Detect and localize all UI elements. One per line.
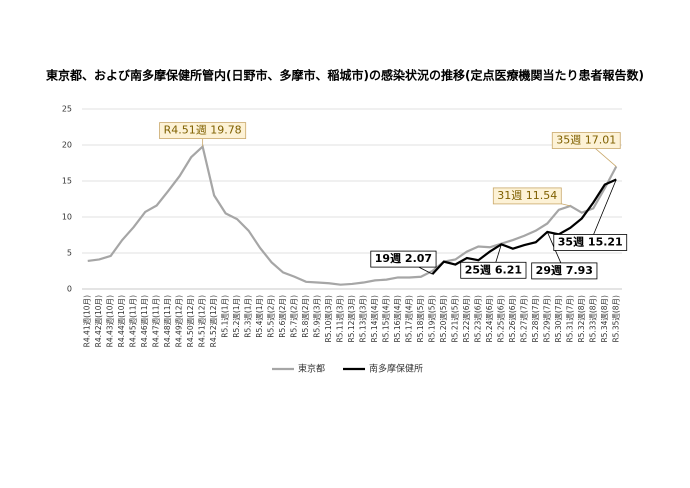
x-tick-label: R5.2週(1月) — [232, 295, 241, 338]
x-tick-label: R5.34週(8月) — [600, 295, 609, 343]
y-tick-label: 10 — [62, 213, 72, 222]
x-tick-label: R5.30週(7月) — [554, 295, 563, 343]
x-tick-label: R4.47週(11月) — [152, 295, 161, 347]
callout-box — [159, 122, 247, 139]
x-tick-label: R5.26週(6月) — [508, 295, 517, 343]
x-tick-label: R5.14週(4月) — [370, 295, 379, 343]
x-tick-label: R5.6週(2月) — [278, 295, 287, 338]
x-tick-label: R5.31週(7月) — [565, 295, 574, 343]
x-tick-label: R5.35週(8月) — [611, 295, 620, 343]
x-tick-label: R5.15週(4月) — [381, 295, 390, 343]
x-tick-label: R5.20週(5月) — [439, 295, 448, 343]
x-tick-label: R5.25週(6月) — [496, 295, 505, 343]
x-tick-label: R5.29週(7月) — [542, 295, 551, 343]
callout-leader — [589, 179, 617, 243]
x-tick-label: R5.22週(6月) — [462, 295, 471, 343]
x-tick-label: R5.24週(6月) — [485, 295, 494, 343]
y-tick-label: 0 — [67, 285, 72, 294]
x-tick-label: R5.18週(5月) — [416, 295, 425, 343]
x-tick-label: R5.32週(8月) — [577, 295, 586, 343]
x-tick-label: R4.43週(10月) — [106, 295, 115, 347]
x-tick-label: R5.12週(3月) — [347, 295, 356, 343]
y-tick-label: 20 — [62, 141, 72, 150]
x-tick-label: R5.27週(7月) — [519, 295, 528, 343]
callout-box — [370, 250, 437, 268]
x-tick-label: R5.23週(6月) — [473, 295, 482, 343]
x-tick-label: R5.17週(4月) — [404, 295, 413, 343]
x-tick-label: R5.10週(3月) — [324, 295, 333, 343]
series-line — [87, 144, 618, 286]
data-label: 19週 2.07 — [375, 251, 432, 265]
x-tick-label: R5.3週(1月) — [244, 295, 253, 338]
x-tick-label: R5.1週(1月) — [221, 295, 230, 338]
x-tick-label: R4.50週(12月) — [186, 295, 195, 347]
x-tick-label: R4.49週(12月) — [175, 295, 184, 347]
x-tick-label: R5.16週(4月) — [393, 295, 402, 343]
callout-box — [551, 132, 621, 149]
callout-box — [492, 187, 562, 205]
x-tick-label: R5.19週(5月) — [427, 295, 436, 343]
x-tick-label: R4.51週(12月) — [198, 295, 207, 347]
x-tick-label: R5.33週(8月) — [588, 295, 597, 343]
y-tick-label: 5 — [67, 249, 72, 258]
x-tick-label: R4.46週(11月) — [140, 295, 149, 347]
x-tick-label: R5.11週(3月) — [336, 295, 345, 343]
callout-box — [531, 262, 598, 280]
x-tick-label: R5.28週(7月) — [531, 295, 540, 343]
y-tick-label: 15 — [62, 177, 72, 186]
x-tick-label: R5.8週(2月) — [301, 295, 310, 338]
x-tick-label: R5.9週(3月) — [313, 295, 322, 338]
data-label: 35週 17.01 — [556, 134, 616, 147]
x-tick-label: R5.5週(2月) — [267, 295, 276, 338]
data-label: 29週 7.93 — [536, 263, 593, 277]
callout-box — [460, 261, 527, 279]
data-label: 25週 6.21 — [465, 262, 522, 276]
legend-label: 南多摩保健所 — [369, 363, 423, 375]
x-tick-label: R5.13週(3月) — [358, 295, 367, 343]
x-tick-label: R5.7週(2月) — [290, 295, 299, 338]
x-tick-label: R5.4週(1月) — [255, 295, 264, 338]
x-tick-label: R4.52週(12月) — [209, 295, 218, 347]
x-tick-label: R4.48週(11月) — [163, 295, 172, 347]
legend-label: 東京都 — [298, 363, 325, 375]
data-label: R4.51週 19.78 — [164, 124, 242, 137]
x-tick-label: R4.42週(10月) — [94, 295, 103, 347]
x-tick-label: R4.41週(10月) — [83, 295, 92, 347]
x-tick-label: R5.21週(5月) — [450, 295, 459, 343]
series-line — [431, 178, 617, 275]
x-tick-label: R4.45週(11月) — [129, 295, 138, 347]
data-label: 31週 11.54 — [497, 189, 557, 202]
data-label: 35週 15.21 — [558, 234, 623, 248]
x-tick-label: R4.44週(10月) — [117, 295, 126, 347]
y-tick-label: 25 — [62, 105, 72, 114]
chart-title: 東京都、および南多摩保健所管内(日野市、多摩市、稲城市)の感染状況の推移(定点医… — [46, 68, 644, 83]
callout-box — [553, 234, 628, 251]
